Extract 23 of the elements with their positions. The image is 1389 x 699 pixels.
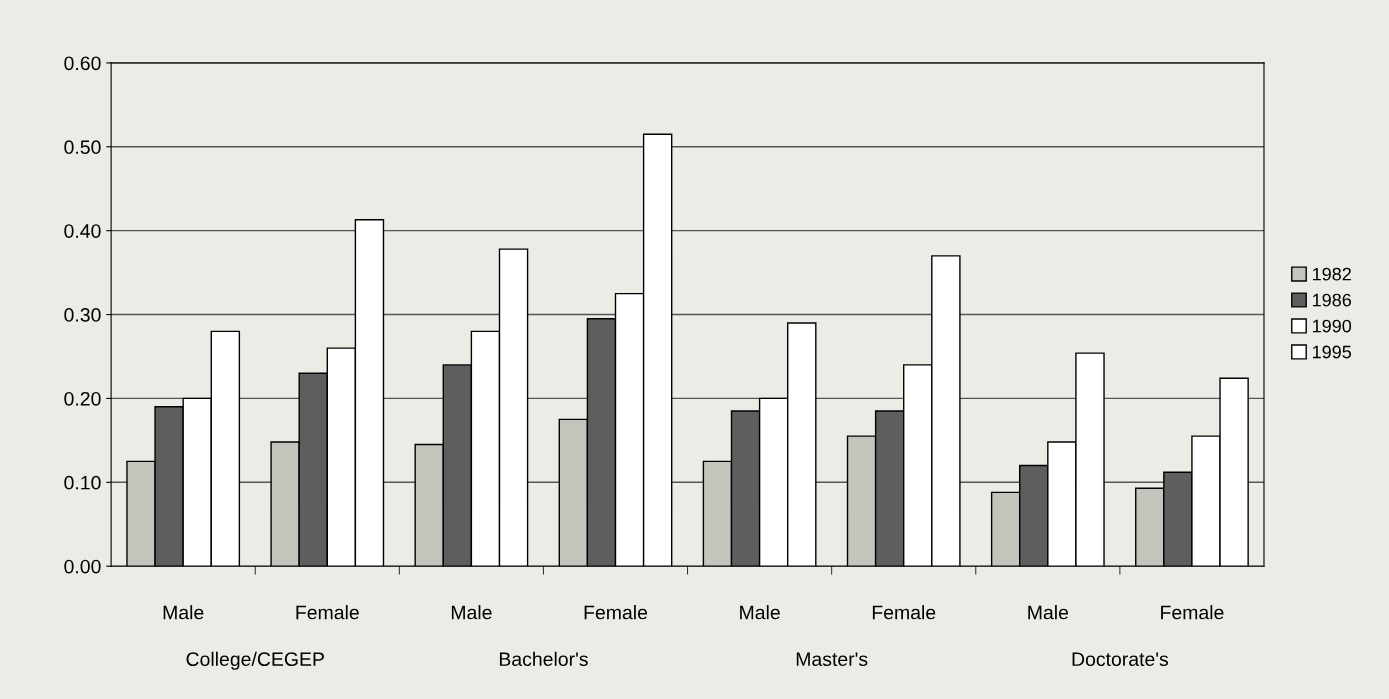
x-tick-label: Female (296, 605, 359, 620)
x-tick-label: Male (163, 605, 204, 620)
legend-label: 1990 (1313, 319, 1352, 333)
y-tick-label: 0.60 (64, 56, 101, 71)
x-tick-label: Female (584, 605, 648, 620)
text: College/CEGEP (186, 651, 324, 670)
y-tick-label: 0.10 (64, 475, 101, 490)
legend-label: 1995 (1313, 345, 1352, 359)
x-tick-label: Female (1161, 605, 1224, 620)
legend-label: 1986 (1313, 293, 1351, 307)
x-tick-label: Male (740, 605, 780, 620)
y-tick-label: 0.40 (64, 224, 101, 238)
text: Master's (796, 652, 868, 667)
legend-label: 1982 (1313, 267, 1351, 281)
x-tick-label: Male (451, 605, 492, 620)
y-tick-label: 0.50 (64, 140, 101, 155)
x-tick-label: Male (1028, 605, 1069, 620)
text: Bachelor's (499, 651, 588, 667)
x-tick-label: Female (872, 605, 936, 620)
y-tick-label: 0.00 (64, 559, 101, 574)
y-tick-label: 0.30 (64, 308, 101, 322)
text: Doctorate's (1072, 652, 1169, 667)
y-tick-label: 0.20 (64, 391, 101, 406)
